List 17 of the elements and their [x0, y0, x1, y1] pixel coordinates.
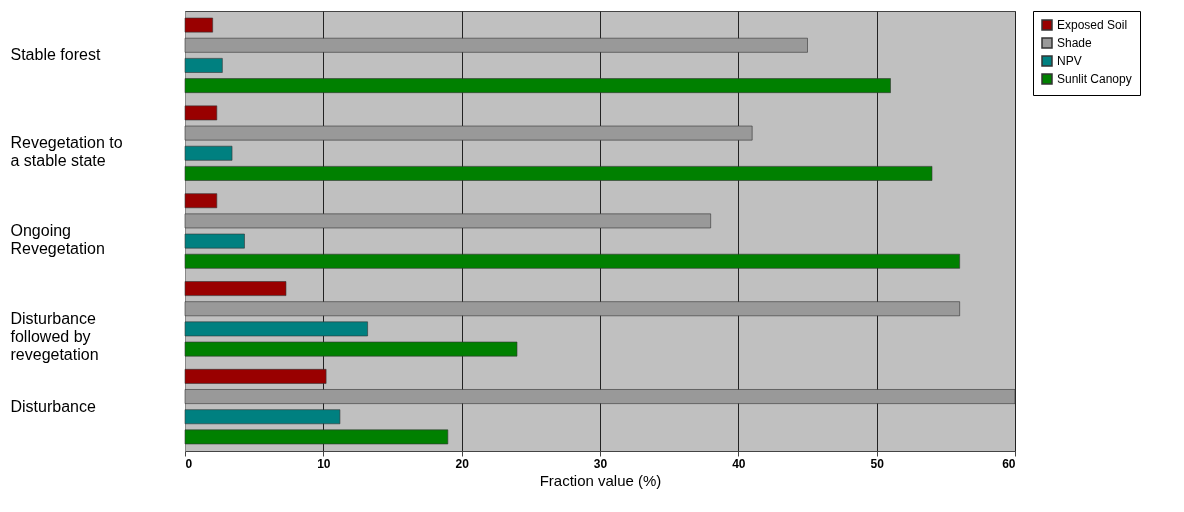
- x-tick-label: 40: [732, 456, 746, 471]
- y-tick-label: Disturbance: [10, 397, 96, 415]
- y-tick-label: Ongoing Revegetation: [10, 222, 105, 257]
- y-tick-label: Disturbance followed by revegetation: [10, 309, 99, 363]
- x-tick-label: 30: [593, 456, 608, 471]
- x-tick-label: 50: [870, 456, 885, 471]
- legend-label: NPV: [1057, 54, 1082, 68]
- x-axis-title: Fraction value (%): [539, 471, 662, 489]
- y-tick-label: Revegetation to a stable state: [10, 134, 123, 170]
- legend-label: Exposed Soil: [1057, 18, 1128, 32]
- x-tick-label: 0: [185, 456, 193, 471]
- x-tick-label: 20: [455, 456, 470, 471]
- legend-label: Shade: [1057, 36, 1093, 50]
- x-tick-label: 60: [1002, 456, 1016, 471]
- x-tick-label: 10: [317, 456, 331, 471]
- y-tick-label: Stable forest: [10, 46, 101, 64]
- legend-label: Sunlit Canopy: [1057, 72, 1132, 86]
